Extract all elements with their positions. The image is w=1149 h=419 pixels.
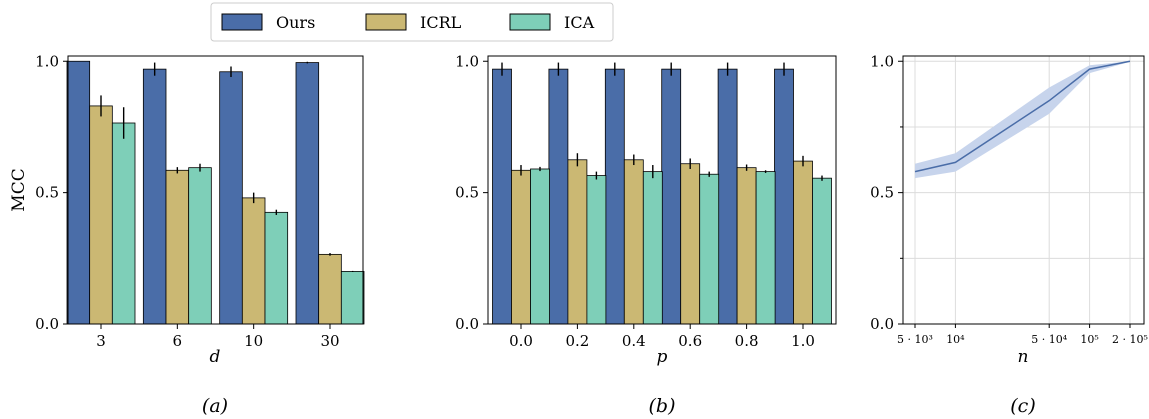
- b-ytick-label-2: 1.0: [455, 52, 479, 70]
- panel-a-frame: [67, 55, 364, 325]
- b-ytick-label-0: 0.0: [455, 315, 479, 333]
- b-bar-ours-1-0: [774, 68, 794, 325]
- a-xtick-label-0: 3: [96, 332, 106, 350]
- b-bar-icrl-0-4: [623, 159, 644, 325]
- a-xtick-label-3: 30: [320, 332, 339, 350]
- b-ytick-label-1: 0.5: [455, 184, 479, 202]
- b-bar-ica-1-0: [812, 177, 832, 325]
- a-bar-ica-30: [340, 271, 365, 325]
- panel-c-xticks: 5 · 10³ 10⁴ 5 · 10⁴ 10⁵ 2 · 10⁵: [897, 324, 1148, 346]
- panel-b: 0.0 0.5 1.0 0.0 0.2 0.4 0.6 0.8 1.0 p (b): [455, 52, 837, 417]
- b-bar-icrl-0-8: [736, 167, 757, 325]
- b-bar-ours-0-4: [604, 68, 625, 325]
- b-bar-ours-0-8: [717, 68, 738, 325]
- c-ytick-label-1: 0.5: [870, 184, 894, 202]
- b-bar-ica-0-8: [755, 171, 776, 325]
- a-bar-ica-6: [188, 167, 212, 325]
- c-xtick-label-3: 10⁵: [1080, 333, 1098, 346]
- panel-a-xticks: 3 6 10 30: [96, 324, 340, 350]
- a-xtick-label-1: 6: [173, 332, 183, 350]
- a-ytick-label-1: 0.5: [35, 184, 59, 202]
- b-bar-ica-0-6: [699, 173, 720, 325]
- panel-b-frame: [487, 55, 837, 325]
- panel-a-bars: [66, 60, 365, 325]
- panel-a-xlabel: d: [210, 347, 221, 367]
- a-ytick-label-2: 1.0: [35, 52, 59, 70]
- a-bar-ours-6: [142, 68, 167, 325]
- legend: Ours ICRL ICA: [210, 2, 614, 42]
- a-bar-icrl-6: [165, 169, 190, 325]
- c-xtick-label-0: 5 · 10³: [897, 333, 933, 346]
- a-bar-ica-3: [111, 122, 136, 325]
- b-xtick-label-0: 0.0: [509, 332, 533, 350]
- b-bar-ica-0-4: [642, 171, 663, 325]
- a-bar-icrl-3: [89, 105, 113, 325]
- b-bar-icrl-0-0: [511, 169, 531, 325]
- c-xtick-label-1: 10⁴: [946, 333, 965, 346]
- panel-c: 0.00.51.0 5 · 10³ 10⁴ 5 · 10⁴ 10⁵ 2 · 10⁵ n …: [870, 52, 1148, 417]
- b-bar-icrl-0-6: [680, 163, 701, 325]
- a-bar-ica-10: [264, 211, 289, 325]
- panel-c-series-line: [914, 60, 1131, 173]
- c-ytick-label-0: 0.0: [870, 315, 894, 333]
- panel-a-caption: (a): [202, 395, 228, 417]
- b-xtick-label-5: 1.0: [791, 332, 815, 350]
- a-bar-icrl-30: [318, 253, 342, 325]
- c-xtick-label-4: 2 · 10⁵: [1112, 333, 1148, 346]
- b-xtick-label-3: 0.6: [678, 332, 702, 350]
- panel-b-bars: [492, 62, 832, 325]
- a-ytick-label-0: 0.0: [35, 315, 59, 333]
- legend-swatch-icrl: [365, 13, 407, 31]
- panel-c-yticks: 0.0 0.5 1.0: [870, 52, 903, 333]
- b-bar-ica-0-0: [530, 168, 550, 325]
- legend-swatch-ours: [221, 13, 263, 31]
- b-xtick-label-4: 0.8: [735, 332, 759, 350]
- b-bar-icrl-0-2: [567, 159, 588, 325]
- a-bar-ours-30: [295, 62, 320, 325]
- a-bar-icrl-10: [241, 197, 266, 325]
- panel-a-yticks: 0.0 0.5 1.0: [35, 52, 68, 333]
- legend-label-icrl: ICRL: [420, 13, 462, 32]
- a-xtick-label-2: 10: [244, 332, 263, 350]
- b-bar-icrl-1-0: [793, 160, 813, 325]
- legend-label-ica: ICA: [564, 13, 595, 32]
- c-xtick-label-2: 5 · 10⁴: [1031, 333, 1067, 346]
- panel-c-grid: [900, 56, 1144, 324]
- panel-b-caption: (b): [649, 395, 676, 417]
- panel-c-xlabel: n: [1018, 347, 1029, 367]
- panel-a: 0.0 0.5 1.0 3 6 10 30 MCC d (a): [9, 52, 365, 417]
- a-bar-ours-3: [66, 60, 91, 325]
- panel-a-ylabel: MCC: [9, 168, 29, 211]
- a-bar-ours-10: [219, 71, 243, 325]
- panel-c-frame: [902, 55, 1145, 325]
- panel-b-xticks: 0.0 0.2 0.4 0.6 0.8 1.0: [509, 324, 815, 350]
- b-xtick-label-1: 0.2: [565, 332, 589, 350]
- b-xtick-label-2: 0.4: [622, 332, 646, 350]
- b-bar-ours-0-0: [492, 68, 512, 325]
- panel-c-confidence-band: [915, 61, 1130, 179]
- panel-c-caption: (c): [1010, 395, 1035, 417]
- legend-swatch-ica: [509, 13, 551, 31]
- c-ytick-label-2: 1.0: [870, 52, 894, 70]
- b-bar-ours-0-6: [661, 68, 682, 325]
- panel-b-xlabel: p: [657, 347, 668, 367]
- b-bar-ours-0-2: [548, 68, 569, 325]
- panel-b-yticks: 0.0 0.5 1.0: [455, 52, 488, 333]
- legend-label-ours: Ours: [276, 13, 315, 32]
- b-bar-ica-0-2: [586, 175, 607, 325]
